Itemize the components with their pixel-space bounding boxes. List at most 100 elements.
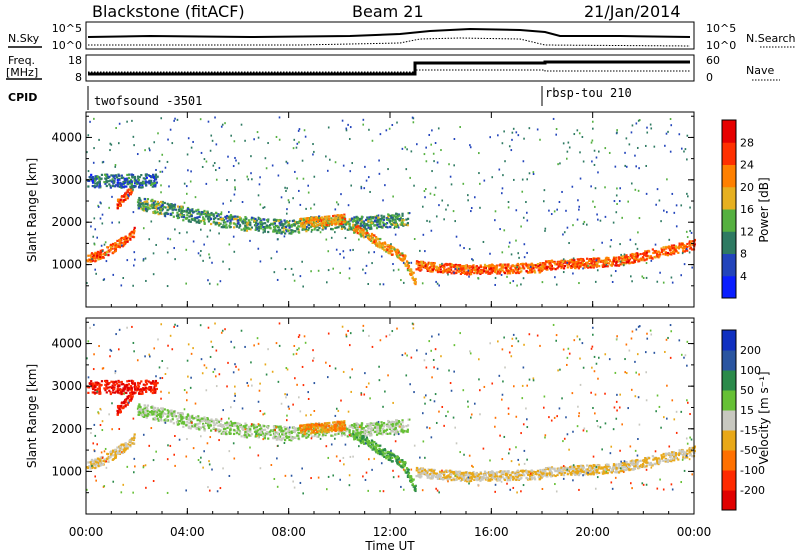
data-cell	[369, 239, 371, 241]
data-cell	[374, 224, 376, 226]
data-cell	[304, 223, 306, 225]
data-cell	[267, 438, 269, 440]
data-cell	[132, 186, 134, 188]
data-cell	[577, 129, 579, 131]
data-cell	[177, 119, 179, 121]
data-cell	[106, 453, 108, 455]
data-cell	[102, 463, 104, 465]
data-cell	[274, 432, 276, 434]
data-cell	[442, 271, 444, 273]
data-cell	[134, 433, 136, 435]
data-cell	[391, 224, 393, 226]
station-title: Blackstone (fitACF)	[92, 2, 245, 21]
data-cell	[556, 284, 558, 286]
data-cell	[373, 234, 375, 236]
data-cell	[363, 222, 365, 224]
data-cell	[284, 221, 286, 223]
data-cell	[209, 229, 211, 231]
data-cell	[160, 201, 162, 203]
data-cell	[273, 425, 275, 427]
data-cell	[277, 238, 279, 240]
data-cell	[160, 184, 162, 186]
data-cell	[583, 161, 585, 163]
data-cell	[164, 202, 166, 204]
data-cell	[314, 222, 316, 224]
data-cell	[306, 218, 308, 220]
data-cell	[495, 268, 497, 270]
data-cell	[250, 172, 252, 174]
data-cell	[102, 161, 104, 163]
data-cell	[624, 152, 626, 154]
data-cell	[572, 186, 574, 188]
data-cell	[504, 160, 506, 162]
data-cell	[673, 247, 675, 249]
data-cell	[163, 412, 165, 414]
data-cell	[636, 122, 638, 124]
data-cell	[495, 210, 497, 212]
data-cell	[196, 216, 198, 218]
data-cell	[526, 252, 528, 254]
data-cell	[494, 271, 496, 273]
data-cell	[233, 223, 235, 225]
data-cell	[201, 152, 203, 154]
data-cell	[380, 424, 382, 426]
data-cell	[313, 219, 315, 221]
data-cell	[386, 129, 388, 131]
data-cell	[523, 160, 525, 162]
data-cell	[120, 183, 122, 185]
data-cell	[139, 406, 141, 408]
data-cell	[139, 199, 141, 201]
data-cell	[356, 422, 358, 424]
data-cell	[192, 141, 194, 143]
data-cell	[122, 383, 124, 385]
data-cell	[403, 426, 405, 428]
data-cell	[356, 216, 358, 218]
data-cell	[523, 138, 525, 140]
data-cell	[93, 185, 95, 187]
data-cell	[346, 221, 348, 223]
data-cell	[115, 164, 117, 166]
data-cell	[630, 239, 632, 241]
data-cell	[216, 421, 218, 423]
data-cell	[138, 186, 140, 188]
data-cell	[96, 237, 98, 239]
data-cell	[292, 197, 294, 199]
data-cell	[341, 434, 343, 436]
data-cell	[318, 227, 320, 229]
data-cell	[258, 230, 260, 232]
data-cell	[541, 265, 543, 267]
data-cell	[150, 220, 152, 222]
data-cell	[405, 168, 407, 170]
data-cell	[149, 149, 151, 151]
data-cell	[613, 260, 615, 262]
data-cell	[378, 214, 380, 216]
data-cell	[560, 264, 562, 266]
data-cell	[288, 199, 290, 201]
data-cell	[258, 248, 260, 250]
data-cell	[447, 264, 449, 266]
data-cell	[190, 170, 192, 172]
data-cell	[259, 428, 261, 430]
data-cell	[121, 284, 123, 286]
data-cell	[114, 178, 116, 180]
data-cell	[342, 120, 344, 122]
data-cell	[186, 185, 188, 187]
data-cell	[126, 447, 128, 449]
data-cell	[108, 382, 110, 384]
data-cell	[170, 238, 172, 240]
data-cell	[368, 251, 370, 253]
data-cell	[310, 221, 312, 223]
data-cell	[689, 207, 691, 209]
data-cell	[89, 261, 91, 263]
data-cell	[656, 253, 658, 255]
data-cell	[93, 217, 95, 219]
data-cell	[335, 208, 337, 210]
data-cell	[218, 222, 220, 224]
data-cell	[90, 461, 92, 463]
data-cell	[246, 176, 248, 178]
data-cell	[203, 210, 205, 212]
data-cell	[131, 236, 133, 238]
data-cell	[567, 227, 569, 229]
data-cell	[686, 158, 688, 160]
data-cell	[146, 177, 148, 179]
